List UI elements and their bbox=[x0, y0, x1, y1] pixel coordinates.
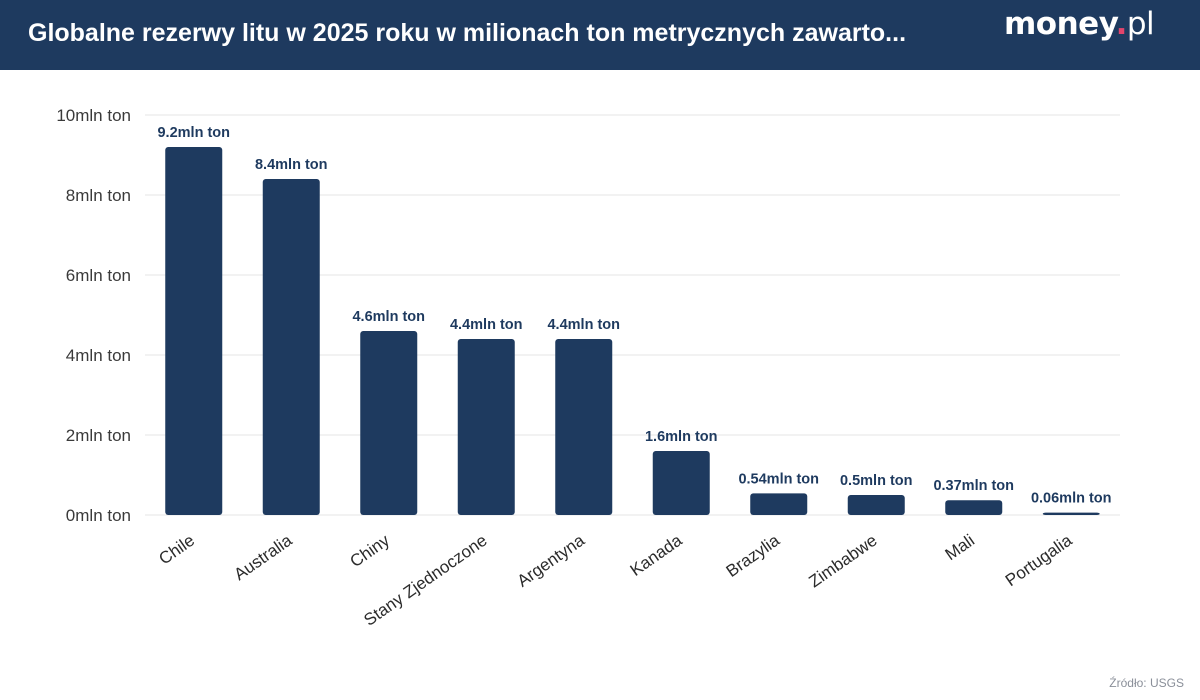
data-label: 4.4mln ton bbox=[450, 317, 523, 333]
money-pl-logo[interactable]: money.pl bbox=[1004, 6, 1155, 42]
data-label: 9.2mln ton bbox=[157, 125, 230, 141]
y-tick-label: 0mln ton bbox=[66, 506, 131, 525]
logo-tld: pl bbox=[1126, 6, 1155, 42]
y-tick-label: 8mln ton bbox=[66, 186, 131, 205]
logo-dot: . bbox=[1115, 6, 1128, 42]
bar bbox=[847, 495, 905, 515]
x-tick-label: Mali bbox=[942, 531, 978, 564]
data-label: 1.6mln ton bbox=[645, 429, 718, 445]
x-tick-label: Chile bbox=[155, 531, 198, 569]
logo-main: money bbox=[1004, 6, 1116, 42]
x-tick-label: Chiny bbox=[347, 530, 394, 571]
bar bbox=[555, 339, 613, 515]
y-tick-label: 6mln ton bbox=[66, 266, 131, 285]
data-label: 0.5mln ton bbox=[840, 473, 913, 489]
bar bbox=[1042, 512, 1100, 515]
chart-title: Globalne rezerwy litu w 2025 roku w mili… bbox=[28, 19, 907, 47]
bar bbox=[262, 179, 320, 515]
data-label: 0.54mln ton bbox=[738, 471, 819, 487]
data-label: 8.4mln ton bbox=[255, 157, 328, 173]
bar bbox=[652, 451, 710, 515]
y-tick-label: 10mln ton bbox=[56, 106, 131, 125]
bar bbox=[457, 339, 515, 515]
source-note: Źródło: USGS bbox=[1109, 676, 1184, 690]
data-label: 4.6mln ton bbox=[352, 309, 425, 325]
x-tick-label: Zimbabwe bbox=[805, 531, 880, 592]
bar bbox=[945, 500, 1003, 515]
y-tick-label: 4mln ton bbox=[66, 346, 131, 365]
x-tick-label: Argentyna bbox=[514, 530, 589, 590]
bar-chart: 0mln ton 2mln ton 4mln ton 6mln ton 8mln ton… bbox=[56, 106, 1120, 630]
x-tick-label: Kanada bbox=[627, 530, 686, 579]
header-bar: Globalne rezerwy litu w 2025 roku w mili… bbox=[0, 0, 1200, 70]
x-tick-label: Portugalia bbox=[1002, 530, 1076, 590]
bar bbox=[165, 147, 223, 515]
y-tick-label: 2mln ton bbox=[66, 426, 131, 445]
data-label: 4.4mln ton bbox=[547, 317, 620, 333]
data-label: 0.06mln ton bbox=[1031, 491, 1112, 507]
x-tick-label: Brazylia bbox=[723, 530, 784, 581]
data-label: 0.37mln ton bbox=[933, 478, 1014, 494]
x-tick-label: Australia bbox=[230, 530, 296, 584]
bar bbox=[750, 493, 808, 515]
bar bbox=[360, 331, 418, 515]
